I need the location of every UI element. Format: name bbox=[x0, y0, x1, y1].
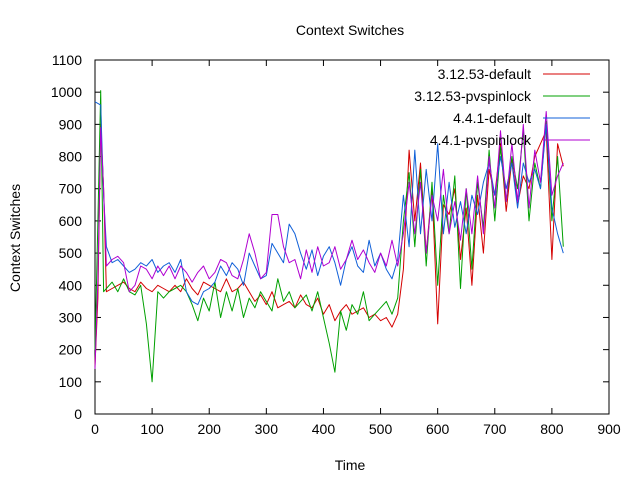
axis-ticks: 0 100 200 300 400 500 600 700 800 900 0 100 200 300 40… bbox=[51, 52, 621, 437]
legend: 3.12.53-default 3.12.53-pvspinlock 4.4.1-d… bbox=[414, 66, 590, 148]
legend-label: 3.12.53-pvspinlock bbox=[414, 88, 532, 104]
y-tick-label: 1000 bbox=[51, 84, 82, 100]
chart-title: Context Switches bbox=[296, 22, 404, 38]
y-tick-label: 300 bbox=[59, 309, 83, 325]
x-tick-label: 0 bbox=[91, 421, 99, 437]
x-tick-label: 100 bbox=[140, 421, 164, 437]
legend-label: 3.12.53-default bbox=[438, 66, 532, 82]
series-line-3.12.53-default bbox=[94, 123, 564, 366]
x-tick-label: 700 bbox=[483, 421, 507, 437]
y-tick-label: 900 bbox=[59, 116, 83, 132]
x-tick-label: 200 bbox=[198, 421, 222, 437]
x-tick-label: 800 bbox=[540, 421, 564, 437]
y-tick-label: 100 bbox=[59, 374, 83, 390]
series-line-4.4.1-pvspinlock bbox=[94, 111, 564, 369]
y-tick-label: 200 bbox=[59, 342, 83, 358]
y-axis-label: Context Switches bbox=[7, 184, 23, 292]
x-tick-label: 600 bbox=[426, 421, 450, 437]
y-tick-label: 1100 bbox=[52, 52, 82, 68]
plot-frame bbox=[94, 59, 610, 415]
legend-label: 4.4.1-default bbox=[453, 110, 531, 126]
legend-label: 4.4.1-pvspinlock bbox=[430, 132, 532, 148]
y-tick-label: 800 bbox=[59, 149, 83, 165]
y-tick-label: 0 bbox=[74, 406, 82, 422]
x-tick-label: 900 bbox=[597, 421, 621, 437]
y-tick-label: 400 bbox=[59, 277, 83, 293]
y-tick-label: 500 bbox=[59, 245, 83, 261]
x-tick-label: 300 bbox=[255, 421, 279, 437]
y-tick-label: 600 bbox=[59, 213, 83, 229]
series-line-4.4.1-default bbox=[94, 101, 564, 306]
y-tick-label: 700 bbox=[59, 181, 83, 197]
x-tick-label: 500 bbox=[369, 421, 393, 437]
x-axis-label: Time bbox=[335, 457, 366, 473]
series-layer bbox=[94, 90, 564, 383]
x-tick-label: 400 bbox=[312, 421, 336, 437]
